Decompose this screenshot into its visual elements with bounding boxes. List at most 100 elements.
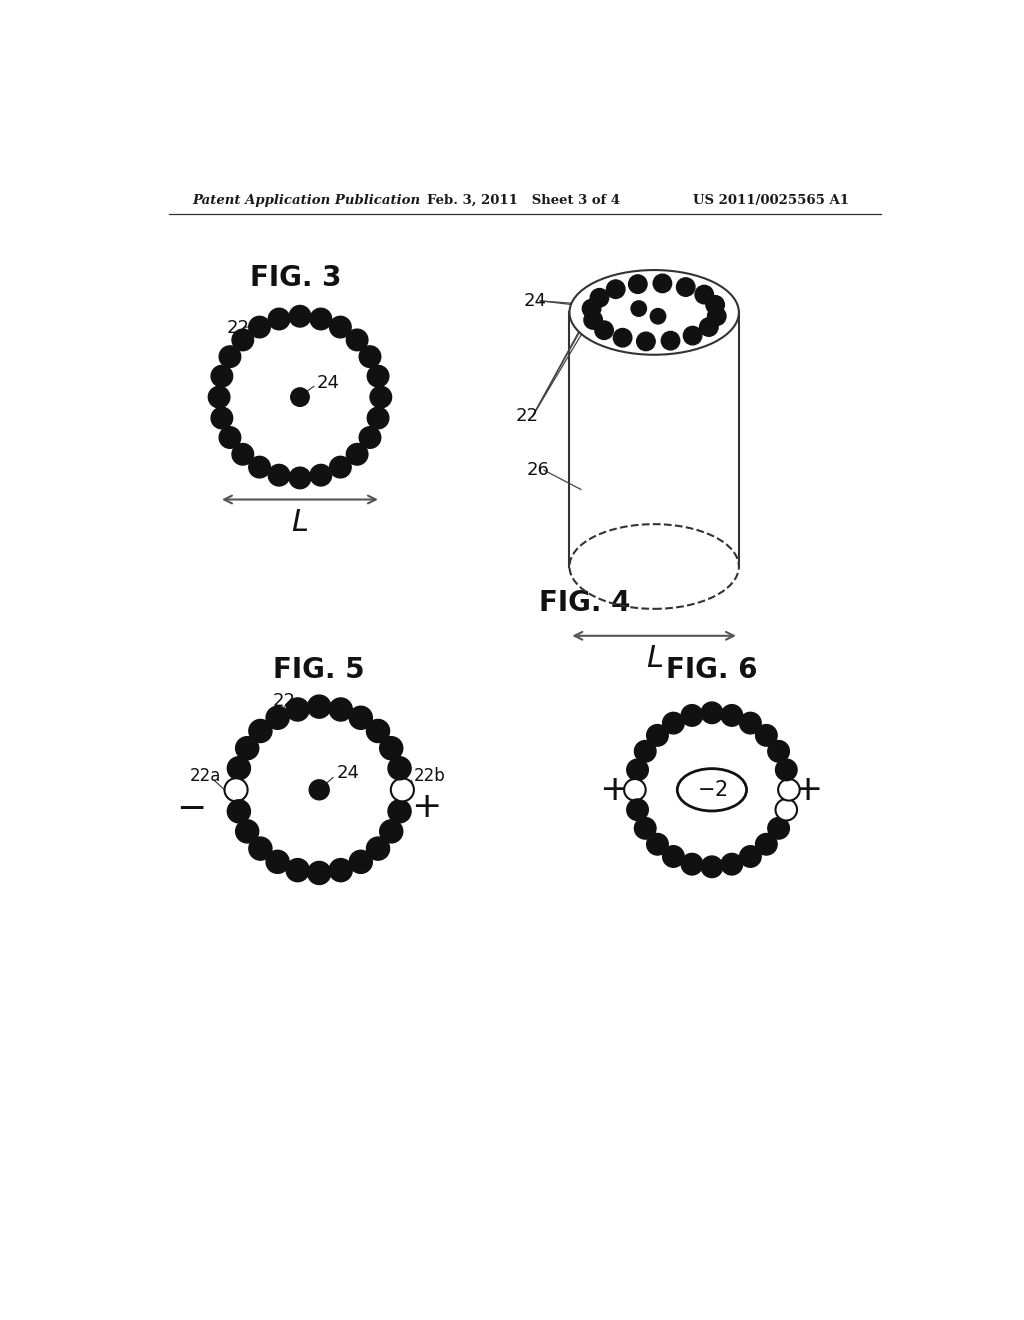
- Circle shape: [310, 465, 332, 486]
- Circle shape: [388, 800, 411, 822]
- Circle shape: [663, 846, 684, 867]
- Circle shape: [359, 426, 381, 449]
- Circle shape: [330, 457, 351, 478]
- Text: $-$: $-$: [175, 789, 204, 824]
- Text: US 2011/0025565 A1: US 2011/0025565 A1: [692, 194, 849, 207]
- Circle shape: [236, 737, 259, 760]
- Circle shape: [595, 321, 613, 339]
- Circle shape: [583, 300, 601, 318]
- Circle shape: [584, 310, 602, 329]
- Circle shape: [310, 309, 332, 330]
- Circle shape: [699, 318, 718, 337]
- Text: 24: 24: [316, 375, 340, 392]
- Circle shape: [307, 862, 331, 884]
- Circle shape: [388, 756, 411, 780]
- Circle shape: [606, 280, 625, 298]
- Circle shape: [590, 289, 608, 308]
- Circle shape: [768, 817, 790, 840]
- Circle shape: [629, 275, 647, 293]
- Circle shape: [391, 779, 414, 801]
- Circle shape: [739, 846, 761, 867]
- Circle shape: [627, 759, 648, 780]
- Circle shape: [266, 706, 289, 730]
- Circle shape: [625, 779, 646, 800]
- Text: 24: 24: [523, 292, 546, 310]
- Circle shape: [768, 741, 790, 762]
- Circle shape: [359, 346, 381, 367]
- Circle shape: [380, 737, 402, 760]
- Circle shape: [266, 850, 289, 874]
- Circle shape: [227, 756, 251, 780]
- Circle shape: [778, 779, 800, 800]
- Circle shape: [683, 326, 701, 345]
- Circle shape: [647, 833, 669, 855]
- Text: Patent Application Publication: Patent Application Publication: [193, 194, 420, 207]
- Text: 26: 26: [527, 461, 550, 479]
- Circle shape: [329, 858, 352, 882]
- Circle shape: [346, 444, 368, 465]
- Circle shape: [650, 309, 666, 323]
- Circle shape: [346, 329, 368, 351]
- Text: FIG. 6: FIG. 6: [667, 656, 758, 685]
- Circle shape: [756, 725, 777, 746]
- Circle shape: [695, 285, 714, 304]
- Circle shape: [349, 706, 373, 730]
- Circle shape: [249, 837, 272, 861]
- Circle shape: [219, 346, 241, 367]
- Circle shape: [681, 705, 702, 726]
- Circle shape: [367, 837, 389, 861]
- Circle shape: [663, 713, 684, 734]
- Circle shape: [211, 366, 232, 387]
- Text: $-2$: $-2$: [696, 780, 727, 800]
- Text: $+$: $+$: [792, 772, 820, 807]
- Text: 22a: 22a: [189, 767, 221, 785]
- Circle shape: [329, 698, 352, 721]
- Circle shape: [349, 850, 373, 874]
- Circle shape: [635, 741, 656, 762]
- Circle shape: [249, 457, 270, 478]
- Circle shape: [775, 799, 797, 821]
- Circle shape: [708, 308, 726, 326]
- Circle shape: [706, 296, 724, 314]
- Text: 22: 22: [515, 408, 539, 425]
- Circle shape: [756, 833, 777, 855]
- Circle shape: [286, 858, 309, 882]
- Circle shape: [232, 329, 254, 351]
- Circle shape: [309, 780, 330, 800]
- Circle shape: [224, 779, 248, 801]
- Circle shape: [647, 725, 669, 746]
- Circle shape: [662, 331, 680, 350]
- Text: FIG. 4: FIG. 4: [539, 590, 631, 618]
- Circle shape: [681, 854, 702, 875]
- Circle shape: [268, 309, 290, 330]
- Text: FIG. 5: FIG. 5: [273, 656, 365, 685]
- Circle shape: [249, 719, 272, 743]
- Circle shape: [627, 799, 648, 821]
- Circle shape: [637, 333, 655, 351]
- Circle shape: [370, 387, 391, 408]
- Circle shape: [330, 317, 351, 338]
- Circle shape: [227, 800, 251, 822]
- Circle shape: [368, 366, 389, 387]
- Text: $L$: $L$: [292, 508, 308, 537]
- Circle shape: [232, 444, 254, 465]
- Circle shape: [677, 277, 695, 296]
- Text: 22: 22: [226, 319, 250, 337]
- Circle shape: [286, 698, 309, 721]
- Circle shape: [653, 275, 672, 293]
- Circle shape: [307, 696, 331, 718]
- Circle shape: [635, 817, 656, 840]
- Circle shape: [613, 329, 632, 347]
- Text: 22b: 22b: [414, 767, 445, 785]
- Circle shape: [380, 820, 402, 843]
- Circle shape: [236, 820, 259, 843]
- Circle shape: [289, 467, 310, 488]
- Circle shape: [631, 301, 646, 317]
- Circle shape: [291, 388, 309, 407]
- Text: $L$: $L$: [645, 644, 663, 673]
- Circle shape: [775, 759, 797, 780]
- Circle shape: [701, 702, 723, 723]
- Text: 22: 22: [273, 692, 296, 710]
- Text: 24: 24: [336, 764, 359, 781]
- Circle shape: [289, 305, 310, 327]
